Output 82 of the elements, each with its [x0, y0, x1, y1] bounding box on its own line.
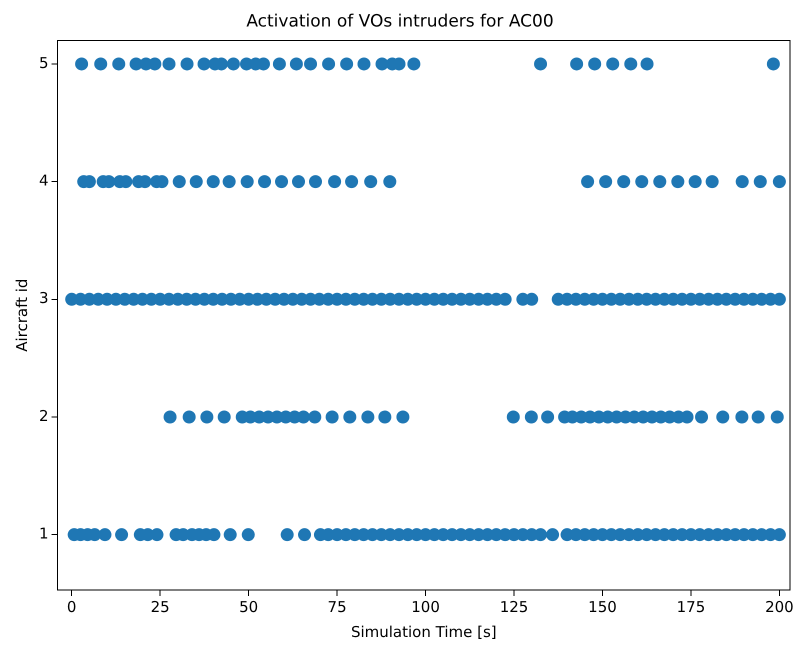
- point: [606, 57, 620, 70]
- point: [588, 57, 602, 70]
- point: [112, 57, 126, 70]
- point: [671, 175, 684, 188]
- point: [304, 57, 318, 70]
- x-tick-label: 125: [500, 598, 528, 616]
- point: [772, 175, 786, 188]
- y-tick-label: 1: [38, 524, 49, 543]
- point: [258, 175, 272, 188]
- y-tick-label: 3: [38, 289, 49, 308]
- x-tick-label: 200: [765, 598, 794, 616]
- point: [198, 57, 211, 70]
- x-tick-label: 50: [239, 598, 258, 616]
- point: [94, 57, 108, 70]
- point: [240, 175, 254, 188]
- point: [343, 410, 356, 424]
- point: [570, 57, 584, 70]
- point: [308, 410, 322, 424]
- point: [292, 175, 306, 188]
- point: [326, 410, 339, 424]
- point: [172, 175, 186, 188]
- point: [706, 175, 719, 188]
- x-tick-label: 0: [66, 598, 76, 616]
- point: [345, 175, 358, 188]
- point: [581, 175, 594, 188]
- point: [688, 175, 702, 188]
- point: [222, 175, 236, 188]
- point: [340, 57, 354, 70]
- x-tick-label: 25: [150, 598, 170, 616]
- point: [754, 175, 767, 188]
- point: [148, 57, 162, 70]
- x-tick-label: 100: [411, 598, 440, 616]
- point: [695, 410, 708, 424]
- point: [653, 175, 666, 188]
- point: [164, 410, 177, 424]
- point: [162, 57, 176, 70]
- point: [716, 410, 730, 424]
- point: [524, 410, 538, 424]
- point: [357, 57, 370, 70]
- x-tick-label: 175: [676, 598, 706, 616]
- point: [383, 175, 396, 188]
- point: [735, 410, 748, 424]
- y-axis-title: Aircraft id: [12, 278, 31, 352]
- point: [534, 57, 548, 70]
- y-tick-label: 4: [38, 172, 49, 190]
- x-tick-label: 75: [328, 598, 347, 616]
- point: [407, 57, 420, 70]
- point: [680, 410, 694, 424]
- point: [361, 410, 374, 424]
- point: [182, 410, 196, 424]
- x-axis-title: Simulation Time [s]: [350, 622, 497, 641]
- y-tick-label: 5: [38, 54, 49, 72]
- point: [75, 57, 88, 70]
- y-tick-label: 2: [38, 406, 49, 425]
- point: [206, 175, 220, 188]
- point: [226, 57, 240, 70]
- point: [378, 410, 392, 424]
- point: [200, 410, 214, 424]
- point: [275, 175, 288, 188]
- point: [766, 57, 780, 70]
- point: [770, 410, 784, 424]
- point: [617, 175, 630, 188]
- point: [190, 175, 203, 188]
- point: [218, 410, 231, 424]
- point: [364, 175, 378, 188]
- x-tick-label: 150: [588, 598, 617, 616]
- point: [290, 57, 303, 70]
- point: [752, 410, 765, 424]
- point: [624, 57, 638, 70]
- chart-title: Activation of VOs intruders for AC00: [246, 12, 554, 32]
- point: [640, 57, 654, 70]
- point: [599, 175, 612, 188]
- point: [396, 410, 410, 424]
- point: [308, 175, 322, 188]
- point: [506, 410, 520, 424]
- point: [736, 175, 749, 188]
- point: [272, 57, 286, 70]
- point: [180, 57, 194, 70]
- point: [328, 175, 342, 188]
- point: [635, 175, 648, 188]
- point: [322, 57, 336, 70]
- point: [541, 410, 554, 424]
